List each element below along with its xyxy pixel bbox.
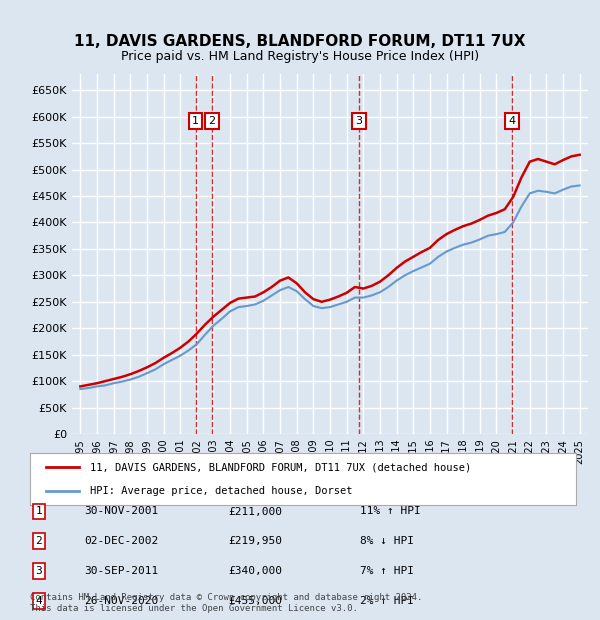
Text: 3: 3 xyxy=(35,566,43,576)
Text: £219,950: £219,950 xyxy=(228,536,282,546)
Text: 2% ↑ HPI: 2% ↑ HPI xyxy=(360,596,414,606)
Text: 3: 3 xyxy=(356,116,362,126)
Text: Price paid vs. HM Land Registry's House Price Index (HPI): Price paid vs. HM Land Registry's House … xyxy=(121,50,479,63)
Text: 11, DAVIS GARDENS, BLANDFORD FORUM, DT11 7UX (detached house): 11, DAVIS GARDENS, BLANDFORD FORUM, DT11… xyxy=(90,463,472,472)
Text: 1: 1 xyxy=(192,116,199,126)
Text: 30-NOV-2001: 30-NOV-2001 xyxy=(84,507,158,516)
Text: 11% ↑ HPI: 11% ↑ HPI xyxy=(360,507,421,516)
Text: 30-SEP-2011: 30-SEP-2011 xyxy=(84,566,158,576)
Text: 4: 4 xyxy=(35,596,43,606)
Text: 1: 1 xyxy=(35,507,43,516)
Text: £211,000: £211,000 xyxy=(228,507,282,516)
Text: 2: 2 xyxy=(35,536,43,546)
Text: 7% ↑ HPI: 7% ↑ HPI xyxy=(360,566,414,576)
Text: 4: 4 xyxy=(508,116,515,126)
Text: 02-DEC-2002: 02-DEC-2002 xyxy=(84,536,158,546)
Text: 11, DAVIS GARDENS, BLANDFORD FORUM, DT11 7UX: 11, DAVIS GARDENS, BLANDFORD FORUM, DT11… xyxy=(74,34,526,49)
Text: 8% ↓ HPI: 8% ↓ HPI xyxy=(360,536,414,546)
Text: £340,000: £340,000 xyxy=(228,566,282,576)
Text: 26-NOV-2020: 26-NOV-2020 xyxy=(84,596,158,606)
Text: Contains HM Land Registry data © Crown copyright and database right 2024.
This d: Contains HM Land Registry data © Crown c… xyxy=(30,593,422,613)
Text: £455,000: £455,000 xyxy=(228,596,282,606)
Text: 2: 2 xyxy=(209,116,216,126)
Text: HPI: Average price, detached house, Dorset: HPI: Average price, detached house, Dors… xyxy=(90,485,353,495)
